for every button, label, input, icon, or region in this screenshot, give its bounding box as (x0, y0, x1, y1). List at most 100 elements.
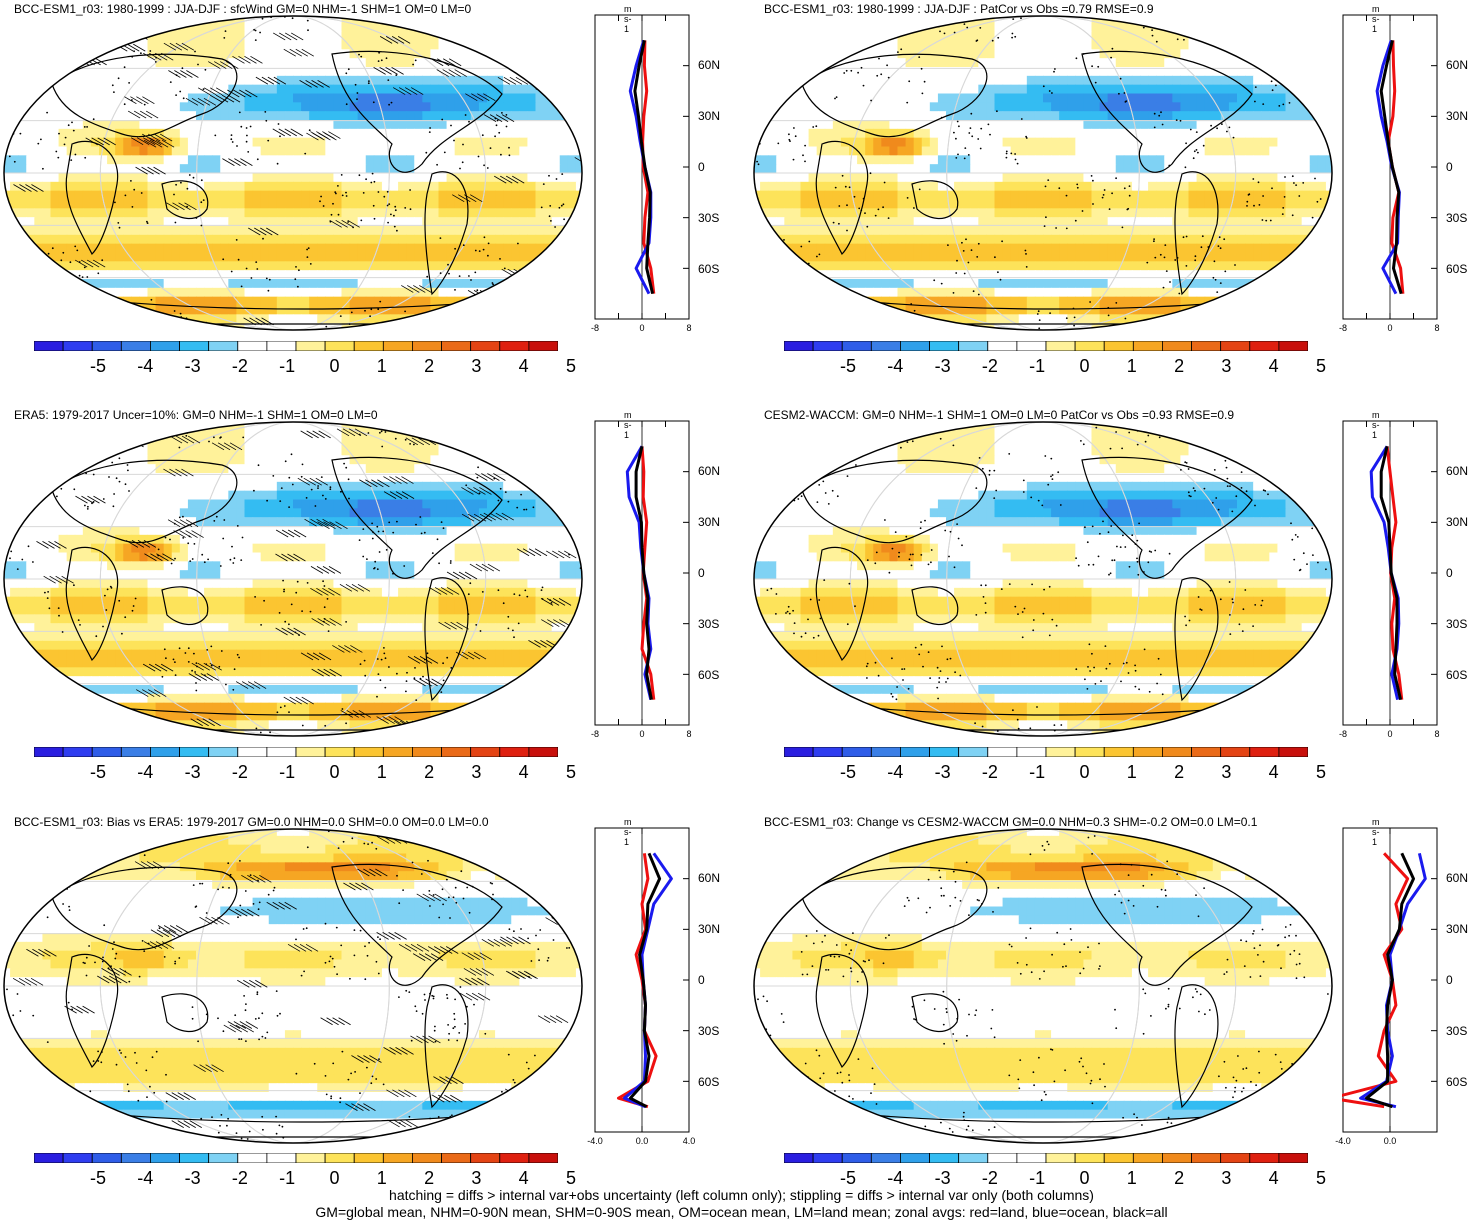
zonal-lat-label: 0 (698, 160, 705, 174)
colorbar-swatch (1045, 747, 1076, 757)
colorbar (784, 1153, 1308, 1163)
colorbar-label: 5 (1315, 762, 1326, 782)
colorbar-swatch (295, 341, 326, 351)
colorbar-label: -5 (839, 1168, 856, 1188)
colorbar-label: -4 (137, 356, 154, 376)
colorbar-swatch (784, 747, 814, 757)
colorbar-swatch (266, 747, 297, 757)
colorbar-swatch (62, 747, 93, 757)
colorbar (784, 747, 1308, 757)
colorbar-swatch (62, 341, 93, 351)
colorbar-swatch (353, 1153, 384, 1163)
colorbar-swatch (1162, 1153, 1192, 1163)
zonal-xtick-label: 8 (686, 323, 692, 333)
colorbar-swatch (382, 1153, 413, 1163)
colorbar-swatch (841, 341, 872, 351)
colorbar-label: 4 (518, 356, 529, 376)
colorbar-label: 4 (1268, 356, 1279, 376)
colorbar-label: -3 (934, 762, 951, 782)
map-plot (3, 828, 583, 1144)
zonal-line-all (633, 39, 655, 295)
colorbar-swatch (1074, 747, 1105, 757)
colorbar-swatch (120, 747, 151, 757)
colorbar-swatch (1191, 1153, 1222, 1163)
colorbar (784, 341, 1308, 351)
colorbar-swatch (1162, 341, 1192, 351)
colorbar-swatch (237, 1153, 268, 1163)
units-label: m s-1 (624, 817, 632, 847)
colorbar-swatch (841, 747, 872, 757)
units-label: m s-1 (1372, 817, 1380, 847)
colorbar-swatch (412, 747, 442, 757)
colorbar-label: -2 (981, 762, 998, 782)
colorbar-label: 2 (424, 356, 435, 376)
colorbar-swatch (1016, 747, 1047, 757)
footer-legend-note: GM=global mean, NHM=0-90N mean, SHM=0-90… (315, 1204, 1168, 1220)
zonal-lat-label: 30S (1446, 1024, 1468, 1038)
colorbar-label: 0 (1079, 762, 1090, 782)
colorbar-label: 5 (1315, 356, 1326, 376)
colorbar-label: 1 (1126, 762, 1137, 782)
colorbar-swatch (499, 1153, 530, 1163)
colorbar-label: 2 (1174, 1168, 1185, 1188)
colorbar-swatch (1132, 341, 1163, 351)
colorbar-label: -3 (934, 356, 951, 376)
units-label: m s-1 (624, 410, 632, 440)
colorbar-label: -3 (184, 762, 201, 782)
colorbar-swatch (784, 341, 814, 351)
colorbar-label: -3 (184, 1168, 201, 1188)
colorbar-swatch (179, 341, 210, 351)
map-plot (3, 421, 583, 737)
colorbar-label: 3 (1221, 356, 1232, 376)
colorbar-swatch (470, 1153, 501, 1163)
colorbar-swatch (499, 747, 530, 757)
colorbar-swatch (528, 341, 558, 351)
panel-title: BCC-ESM1_r03: 1980-1999 : JJA-DJF : PatC… (764, 2, 1154, 16)
colorbar-swatch (120, 1153, 151, 1163)
colorbar-swatch (179, 747, 210, 757)
graticule (4, 829, 582, 1143)
colorbar-swatch (1278, 747, 1308, 757)
colorbar-swatch (1191, 747, 1222, 757)
colorbar-swatch (266, 1153, 297, 1163)
colorbar-label: -5 (89, 356, 106, 376)
colorbar-label: -4 (887, 762, 904, 782)
colorbar-swatch (812, 341, 843, 351)
colorbar-swatch (295, 1153, 326, 1163)
colorbar-swatch (900, 1153, 930, 1163)
zonal-lat-label: 60N (698, 871, 721, 885)
colorbar-label: 2 (424, 1168, 435, 1188)
colorbar-swatch (1220, 747, 1251, 757)
zonal-lat-label: 60N (1446, 871, 1469, 885)
zonal-lat-label: 0 (1446, 160, 1453, 174)
zonal-xtick-label: 0 (639, 323, 645, 333)
colorbar-swatch (382, 341, 413, 351)
colorbar-swatch (870, 747, 901, 757)
colorbar-swatch (870, 1153, 901, 1163)
zonal-line-all (1365, 852, 1415, 1109)
zonal-lat-label: 30N (1446, 922, 1469, 936)
colorbar-label: -5 (89, 762, 106, 782)
colorbar-label: -4 (137, 762, 154, 782)
colorbar-swatch (1016, 341, 1047, 351)
colorbar-label: 5 (565, 762, 576, 782)
zonal-mean-plot (1342, 420, 1438, 726)
zonal-lat-label: 60N (1446, 464, 1469, 478)
colorbar-label: 5 (1315, 1168, 1326, 1188)
colorbar-swatch (1045, 341, 1076, 351)
colorbar-swatch (929, 747, 960, 757)
zonal-lat-label: 60S (1446, 262, 1468, 276)
zonal-lat-label: 30N (1446, 515, 1469, 529)
units-label: m s-1 (1372, 4, 1380, 34)
colorbar-label: -2 (981, 356, 998, 376)
colorbar-swatch (987, 341, 1018, 351)
colorbar-swatch (208, 747, 239, 757)
colorbar-swatch (1278, 341, 1308, 351)
zonal-line-all (1379, 39, 1403, 295)
zonal-xtick-label: -8 (1338, 323, 1347, 333)
zonal-line-all (634, 445, 653, 700)
map-plot (753, 828, 1333, 1144)
colorbar-swatch (1045, 1153, 1076, 1163)
zonal-xtick-label: -4.0 (587, 1136, 603, 1146)
panel-title: BCC-ESM1_r03: Bias vs ERA5: 1979-2017 GM… (14, 815, 489, 829)
